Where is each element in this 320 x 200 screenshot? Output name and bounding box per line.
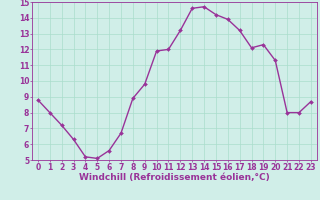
X-axis label: Windchill (Refroidissement éolien,°C): Windchill (Refroidissement éolien,°C) xyxy=(79,173,270,182)
